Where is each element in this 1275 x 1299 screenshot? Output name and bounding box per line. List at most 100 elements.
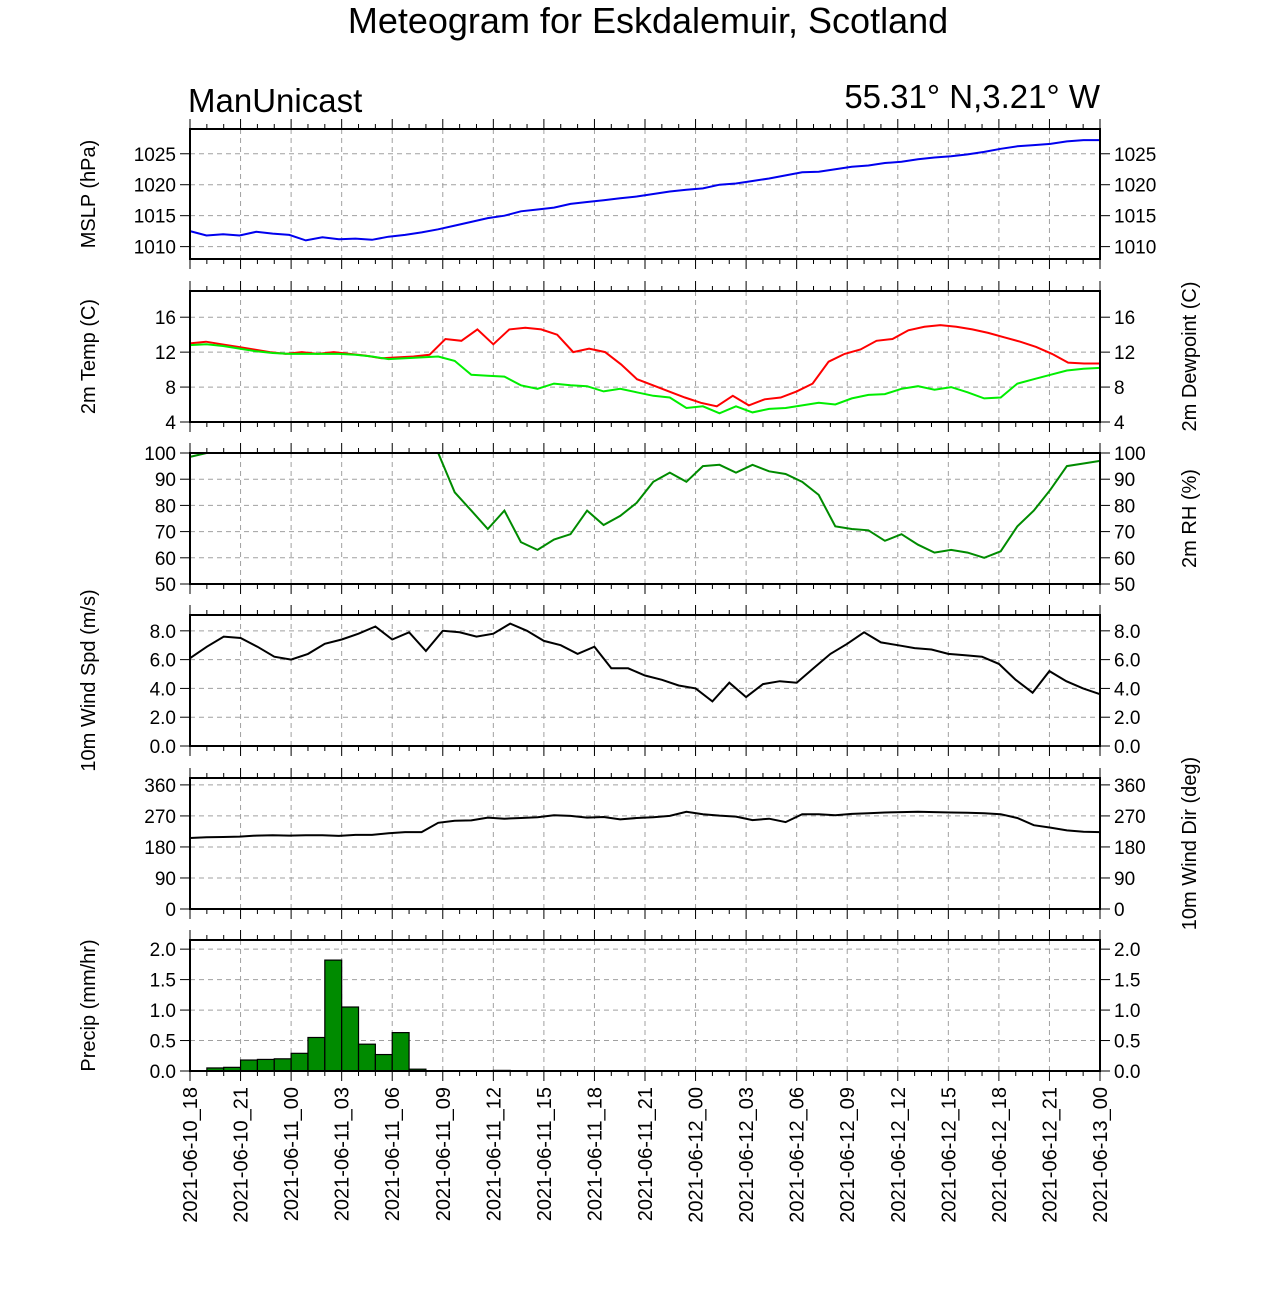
y-tick-label-right: 100 [1114,444,1146,465]
x-tick-label: 2021-06-11_18 [584,1087,606,1221]
y-axis-title: 10m Wind Spd (m/s) [78,589,100,771]
y-tick-label-right: 90 [1114,470,1135,491]
y-tick-label-right: 8 [1114,378,1125,399]
y-tick-label-right: 1020 [1114,176,1156,197]
panel-temp: 4 4 8 8 12 12 16 16 2m Temp (C) 2m Dewpoint (C) [78,281,1201,434]
x-axis: 2021-06-10_18 2021-06-10_21 2021-06-11_00 2… [180,1087,1112,1223]
y-tick-label-right: 4.0 [1114,679,1140,700]
series-line-dewpoint [189,343,1101,415]
series-line-wind [189,810,1101,839]
y-tick-label-right: 1.0 [1114,1001,1140,1022]
x-tick-label: 2021-06-13_00 [1090,1087,1112,1223]
x-tick-label: 2021-06-12_00 [686,1087,708,1223]
x-tick-label: 2021-06-10_21 [231,1087,253,1223]
x-tick-label: 2021-06-11_21 [635,1087,657,1221]
precip-bar [374,1053,393,1072]
precip-bar [256,1058,275,1072]
precip-bar [273,1058,292,1072]
y-tick-label: 60 [155,549,176,570]
y-tick-label-right: 1010 [1114,238,1156,259]
y-tick-label: 0.5 [150,1032,176,1053]
y-tick-label: 8.0 [150,622,176,643]
y-axis-title-right: 10m Wind Dir (deg) [1179,757,1201,930]
panel-rh: 50 50 60 60 70 70 80 80 90 90 100 100 2m RH (%) [144,443,1201,596]
y-tick-label: 6.0 [150,651,176,672]
y-tick-label: 50 [155,575,176,596]
location-label: 55.31° N,3.21° W [844,78,1101,115]
x-tick-label: 2021-06-11_12 [483,1087,505,1221]
x-tick-label: 2021-06-11_09 [433,1087,455,1221]
y-tick-label-right: 0 [1114,900,1125,921]
panel-wind_speed: 0.0 0.0 2.0 2.0 4.0 4.0 6.0 6.0 8.0 8.0 10m Wind S… [78,589,1140,771]
y-tick-label-right: 4 [1114,413,1125,434]
y-tick-label: 4.0 [150,679,176,700]
y-tick-label-right: 2.0 [1114,708,1140,729]
y-axis-title-right: 2m Dewpoint (C) [1179,281,1201,431]
y-tick-label: 180 [144,838,176,859]
y-tick-label-right: 12 [1114,343,1135,364]
model-label: ManUnicast [188,82,362,119]
precip-bar [341,1006,360,1072]
y-tick-label-right: 80 [1114,496,1135,517]
y-tick-label-right: 16 [1114,308,1135,329]
y-tick-label: 1010 [134,238,176,259]
y-tick-label: 0.0 [150,737,176,758]
x-tick-label: 2021-06-11_03 [332,1087,354,1221]
y-tick-label: 2.0 [150,708,176,729]
y-tick-label-right: 180 [1114,838,1146,859]
y-axis-title-right: 2m RH (%) [1179,469,1201,568]
y-tick-label-right: 70 [1114,523,1135,544]
y-tick-label: 1020 [134,176,176,197]
x-tick-label: 2021-06-12_15 [938,1087,960,1223]
y-tick-label-right: 6.0 [1114,651,1140,672]
y-tick-label: 8 [165,378,176,399]
y-tick-label: 4 [165,413,176,434]
y-tick-label: 360 [144,776,176,797]
y-tick-label-right: 8.0 [1114,622,1140,643]
precip-bar [290,1052,309,1072]
y-tick-label-right: 50 [1114,575,1135,596]
panels: 1010 1010 1015 1015 1020 1020 1025 1025 MSLP (hP… [78,119,1201,1083]
x-tick-label: 2021-06-12_03 [736,1087,758,1223]
y-tick-label: 0 [165,900,176,921]
y-tick-label-right: 60 [1114,549,1135,570]
y-axis-title: 2m Temp (C) [78,299,100,414]
y-tick-label: 1015 [134,207,176,228]
x-tick-label: 2021-06-12_18 [989,1087,1011,1223]
x-tick-label: 2021-06-12_21 [1039,1087,1061,1223]
precip-bar [357,1043,376,1072]
y-tick-label-right: 0.0 [1114,737,1140,758]
y-tick-label: 16 [155,308,176,329]
y-tick-label: 1.5 [150,971,176,992]
y-tick-label: 70 [155,523,176,544]
precip-bar [239,1059,259,1072]
y-tick-label-right: 1015 [1114,207,1156,228]
y-tick-label-right: 1.5 [1114,971,1140,992]
series-line-temp [189,324,1100,408]
y-tick-label-right: 0.0 [1114,1062,1140,1083]
y-tick-label: 2.0 [150,940,176,961]
panel-mslp: 1010 1010 1015 1015 1020 1020 1025 1025 MSLP (hP… [78,119,1156,269]
x-tick-label: 2021-06-11_06 [382,1087,404,1221]
x-tick-label: 2021-06-11_15 [534,1087,556,1221]
y-tick-label-right: 0.5 [1114,1032,1140,1053]
y-tick-label: 1.0 [150,1001,176,1022]
y-axis-title: Precip (mm/hr) [78,939,100,1071]
x-tick-label: 2021-06-11_00 [281,1087,303,1221]
y-tick-label-right: 90 [1114,869,1135,890]
x-tick-label: 2021-06-12_06 [787,1087,809,1223]
panel-wind_direction: 0 0 90 90 180 180 270 270 360 360 10m Wind Dir (de… [144,757,1201,930]
y-tick-label-right: 2.0 [1114,940,1140,961]
y-tick-label: 1025 [134,145,176,166]
y-tick-label: 80 [155,496,176,517]
y-tick-label: 12 [155,343,176,364]
y-tick-label: 100 [144,444,176,465]
precip-bar [391,1032,410,1072]
precip-bar [307,1036,326,1072]
panel-precip: 0.0 0.0 0.5 0.5 1.0 1.0 1.5 1.5 2.0 2.0 Precip (mm… [78,930,1140,1083]
y-tick-label: 270 [144,807,176,828]
y-tick-label-right: 1025 [1114,145,1156,166]
chart-title: Meteogram for Eskdalemuir, Scotland [348,0,948,41]
series-line-wind [189,622,1101,703]
